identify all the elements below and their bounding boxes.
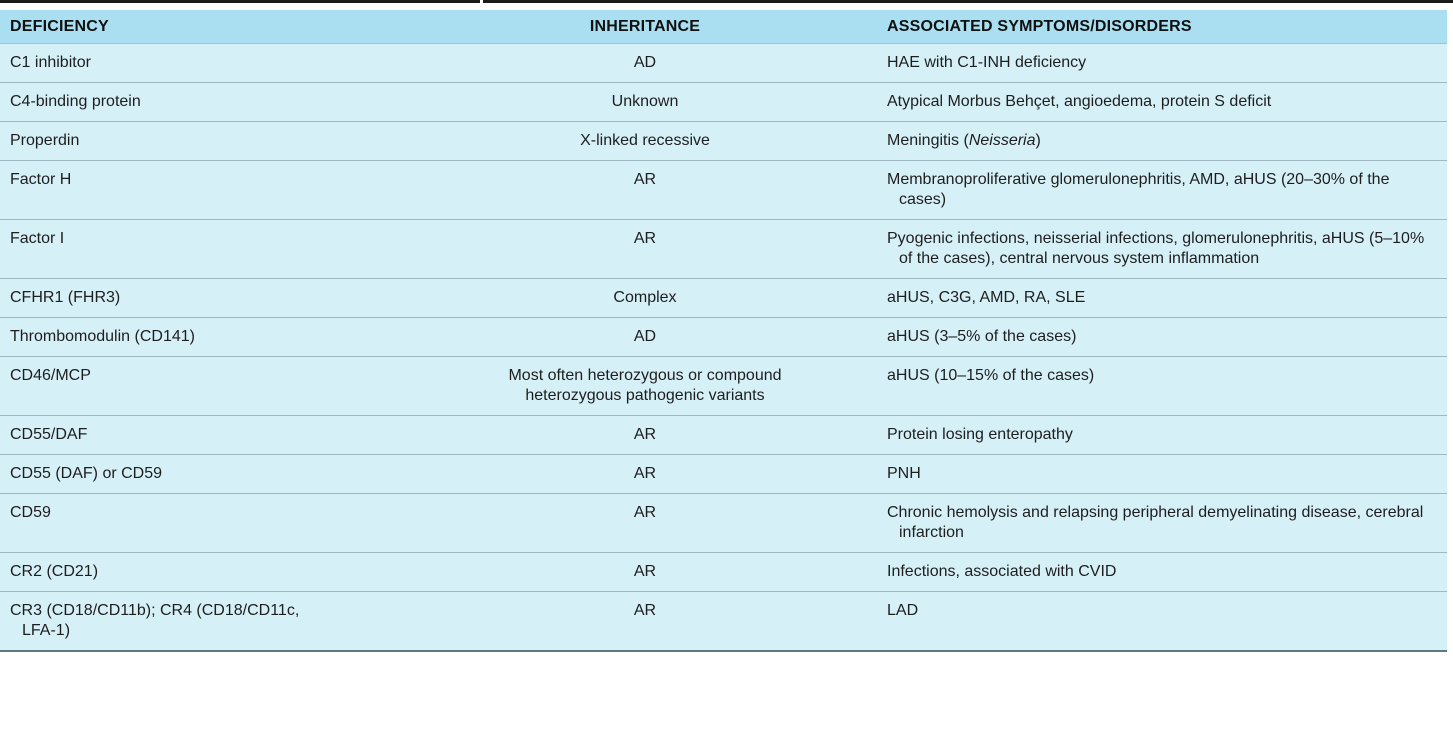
- table-row: CD55/DAF AR Protein losing enteropathy: [0, 415, 1447, 455]
- deficiency-cell: Properdin: [0, 121, 420, 161]
- symptoms-cell: Infections, associated with CVID: [870, 552, 1447, 592]
- deficiency-cell: CD59: [0, 493, 420, 553]
- table-row: Properdin X-linked recessive Meningitis …: [0, 121, 1447, 161]
- complement-deficiency-table: DEFICIENCY INHERITANCE ASSOCIATED SYMPTO…: [0, 10, 1447, 652]
- inheritance-cell: Complex: [420, 278, 870, 318]
- header-row: DEFICIENCY INHERITANCE ASSOCIATED SYMPTO…: [0, 10, 1447, 44]
- inheritance-cell: AD: [420, 317, 870, 357]
- inheritance-cell: AR: [420, 552, 870, 592]
- deficiency-cell: CD46/MCP: [0, 356, 420, 416]
- inheritance-cell: Unknown: [420, 82, 870, 122]
- table-row: CD55 (DAF) or CD59 AR PNH: [0, 454, 1447, 494]
- symptoms-cell: PNH: [870, 454, 1447, 494]
- deficiency-cell: CD55 (DAF) or CD59: [0, 454, 420, 494]
- symptoms-cell: LAD: [870, 591, 1447, 652]
- deficiency-cell: C1 inhibitor: [0, 43, 420, 83]
- inheritance-cell: AR: [420, 493, 870, 553]
- inheritance-cell: AD: [420, 43, 870, 83]
- table-row: Thrombomodulin (CD141) AD aHUS (3–5% of …: [0, 317, 1447, 357]
- symptoms-cell: Atypical Morbus Behçet, angioedema, prot…: [870, 82, 1447, 122]
- inheritance-cell: AR: [420, 415, 870, 455]
- deficiency-cell: C4-binding protein: [0, 82, 420, 122]
- inheritance-cell: AR: [420, 591, 870, 652]
- symptoms-cell: aHUS (10–15% of the cases): [870, 356, 1447, 416]
- deficiency-cell: CR3 (CD18/CD11b); CR4 (CD18/CD11c, LFA-1…: [0, 591, 420, 652]
- inheritance-cell: Most often heterozygous or compound heter…: [420, 356, 870, 416]
- inheritance-cell: AR: [420, 219, 870, 279]
- deficiency-cell: Thrombomodulin (CD141): [0, 317, 420, 357]
- top-rule-gap: [480, 0, 483, 3]
- deficiency-cell: CD55/DAF: [0, 415, 420, 455]
- symptoms-cell: Chronic hemolysis and relapsing peripher…: [870, 493, 1447, 553]
- symptoms-cell: aHUS (3–5% of the cases): [870, 317, 1447, 357]
- table-row: CD59 AR Chronic hemolysis and relapsing …: [0, 493, 1447, 553]
- deficiency-cell: Factor I: [0, 219, 420, 279]
- header-symptoms: ASSOCIATED SYMPTOMS/DISORDERS: [870, 10, 1447, 44]
- table-row: CR2 (CD21) AR Infections, associated wit…: [0, 552, 1447, 592]
- deficiency-cell: CR2 (CD21): [0, 552, 420, 592]
- deficiency-cell: Factor H: [0, 160, 420, 220]
- symptoms-cell: HAE with C1-INH deficiency: [870, 43, 1447, 83]
- header-inheritance: INHERITANCE: [420, 10, 870, 44]
- table-row: C1 inhibitor AD HAE with C1-INH deficien…: [0, 43, 1447, 83]
- table-row: CFHR1 (FHR3) Complex aHUS, C3G, AMD, RA,…: [0, 278, 1447, 318]
- table-row: CR3 (CD18/CD11b); CR4 (CD18/CD11c, LFA-1…: [0, 591, 1447, 652]
- symptoms-cell: Pyogenic infections, neisserial infectio…: [870, 219, 1447, 279]
- deficiency-cell: CFHR1 (FHR3): [0, 278, 420, 318]
- table-row: Factor H AR Membranoproliferative glomer…: [0, 160, 1447, 220]
- header-deficiency: DEFICIENCY: [0, 10, 420, 44]
- inheritance-cell: X-linked recessive: [420, 121, 870, 161]
- top-rule: [0, 0, 1453, 3]
- table-row: C4-binding protein Unknown Atypical Morb…: [0, 82, 1447, 122]
- symptoms-cell: Protein losing enteropathy: [870, 415, 1447, 455]
- symptoms-cell: aHUS, C3G, AMD, RA, SLE: [870, 278, 1447, 318]
- inheritance-cell: AR: [420, 160, 870, 220]
- inheritance-cell: AR: [420, 454, 870, 494]
- table-row: Factor I AR Pyogenic infections, neisser…: [0, 219, 1447, 279]
- table-row: CD46/MCP Most often heterozygous or comp…: [0, 356, 1447, 416]
- symptoms-cell: Membranoproliferative glomerulonephritis…: [870, 160, 1447, 220]
- symptoms-cell: Meningitis (Neisseria): [870, 121, 1447, 161]
